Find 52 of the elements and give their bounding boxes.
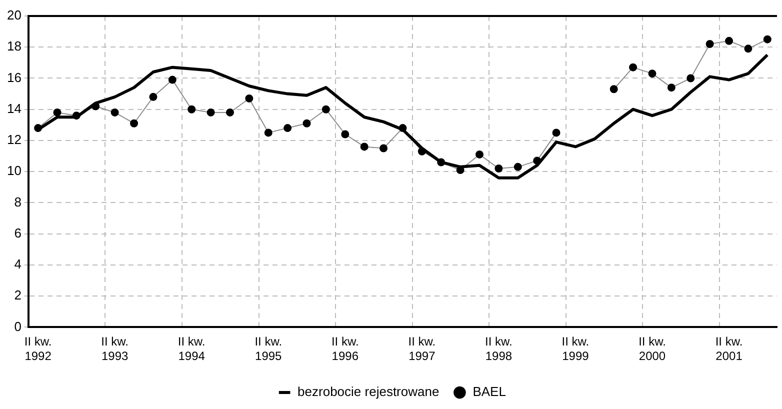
point bbox=[168, 76, 176, 84]
x-tick-label: II kw. 2001 bbox=[715, 334, 743, 364]
point bbox=[226, 108, 234, 116]
point bbox=[341, 130, 350, 138]
y-tick-label: 12 bbox=[6, 132, 22, 148]
point bbox=[706, 40, 714, 48]
point bbox=[629, 63, 638, 72]
point bbox=[284, 124, 292, 132]
x-tick-label: II kw. 1996 bbox=[331, 334, 359, 364]
point bbox=[763, 35, 772, 44]
x-tick-label: II kw. 1993 bbox=[101, 334, 128, 364]
x-tick-label: II kw. 1994 bbox=[178, 334, 206, 364]
y-tick-label: 14 bbox=[6, 100, 22, 116]
point bbox=[667, 84, 676, 92]
point bbox=[610, 85, 618, 94]
point bbox=[245, 94, 254, 102]
x-tick-label: II kw. 1998 bbox=[485, 334, 512, 364]
point bbox=[744, 44, 752, 53]
y-tick-label: 6 bbox=[14, 225, 22, 240]
point bbox=[360, 142, 368, 151]
point bbox=[264, 128, 272, 137]
point bbox=[648, 70, 656, 78]
y-tick-label: 0 bbox=[14, 318, 22, 334]
point bbox=[380, 144, 388, 152]
x-tick-label: II kw. 1995 bbox=[254, 334, 282, 364]
y-tick-label: 4 bbox=[14, 256, 22, 272]
point bbox=[302, 119, 311, 128]
y-tick-label: 18 bbox=[6, 38, 22, 54]
point bbox=[725, 36, 734, 45]
y-tick-label: 20 bbox=[6, 8, 22, 23]
y-tick-label: 8 bbox=[14, 194, 22, 210]
point bbox=[514, 162, 522, 171]
y-tick-label: 2 bbox=[14, 288, 22, 303]
y-tick-label: 16 bbox=[6, 70, 22, 85]
x-tick-label: II kw. 2000 bbox=[638, 334, 666, 364]
x-tick-label: II kw. 1999 bbox=[562, 334, 590, 364]
legend-label: BAEL bbox=[472, 384, 506, 400]
point bbox=[149, 92, 158, 101]
point bbox=[494, 164, 503, 172]
point bbox=[686, 74, 695, 82]
x-tick-label: II kw. 1992 bbox=[24, 334, 52, 364]
point bbox=[322, 105, 330, 114]
point bbox=[476, 150, 484, 158]
point bbox=[552, 128, 560, 137]
point bbox=[130, 119, 138, 128]
legend-label: bezrobocie rejestrowane bbox=[298, 384, 440, 400]
x-tick-label: II kw. 1997 bbox=[408, 334, 436, 364]
point bbox=[53, 108, 62, 116]
point bbox=[188, 105, 196, 114]
y-tick-label: 10 bbox=[6, 163, 22, 178]
point bbox=[110, 108, 119, 116]
point bbox=[206, 108, 215, 116]
